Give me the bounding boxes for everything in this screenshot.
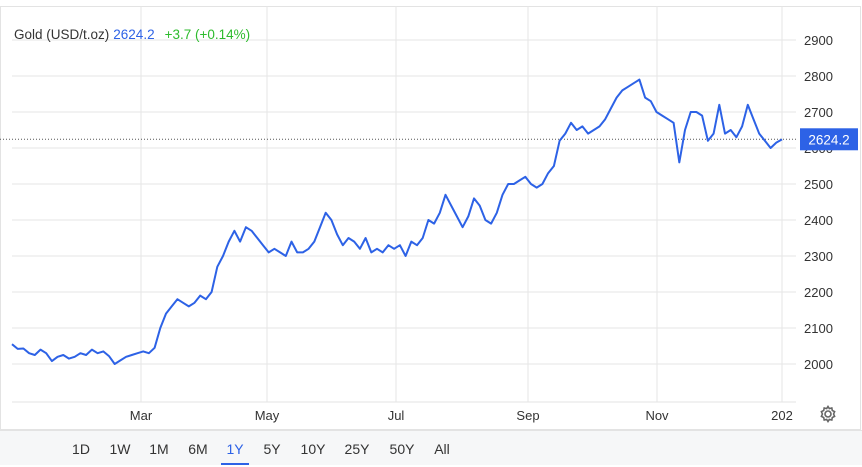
price-tag-label: 2624.2 [808, 132, 849, 147]
price-tag [800, 128, 858, 151]
current-price: 2624.2 [113, 27, 155, 42]
range-button-1m[interactable]: 1M [149, 441, 169, 457]
range-button-25y[interactable]: 25Y [344, 441, 370, 457]
y-tick-label: 2300 [804, 249, 833, 264]
gold-price-chart: 2000210022002300240025002600270028002900… [0, 6, 861, 430]
range-button-1d[interactable]: 1D [72, 441, 90, 457]
y-tick-label: 2700 [804, 105, 833, 120]
y-tick-label: 2900 [804, 33, 833, 48]
x-tick-label: May [255, 408, 280, 423]
range-button-1y[interactable]: 1Y [221, 431, 249, 465]
x-tick-label: 202 [771, 408, 793, 423]
chart-header: Gold (USD/t.oz) 2624.2 +3.7 (+0.14%) [14, 27, 250, 42]
range-button-6m[interactable]: 6M [188, 441, 208, 457]
y-tick-label: 2100 [804, 321, 833, 336]
chart-frame [0, 6, 861, 430]
y-tick-label: 2500 [804, 177, 833, 192]
price-series-line [11, 78, 783, 365]
x-tick-label: Mar [130, 408, 153, 423]
price-change: +3.7 (+0.14%) [164, 27, 251, 42]
y-tick-label: 2400 [804, 213, 833, 228]
y-tick-label: 2000 [804, 357, 833, 372]
range-button-all[interactable]: All [434, 441, 450, 457]
time-range-bar: 1D 1W 1M 6M 1Y 5Y 10Y 25Y 50Y All [0, 430, 862, 465]
x-tick-label: Sep [516, 408, 539, 423]
x-tick-label: Nov [645, 408, 669, 423]
range-button-5y[interactable]: 5Y [263, 441, 281, 457]
range-button-10y[interactable]: 10Y [300, 441, 326, 457]
x-tick-label: Jul [388, 408, 405, 423]
chart-area: 2000210022002300240025002600270028002900… [0, 6, 861, 430]
y-tick-label: 2200 [804, 285, 833, 300]
y-tick-label: 2800 [804, 69, 833, 84]
range-button-1w[interactable]: 1W [109, 441, 131, 457]
gear-icon[interactable] [818, 404, 838, 424]
instrument-name: Gold (USD/t.oz) [14, 27, 110, 42]
range-button-50y[interactable]: 50Y [389, 441, 415, 457]
